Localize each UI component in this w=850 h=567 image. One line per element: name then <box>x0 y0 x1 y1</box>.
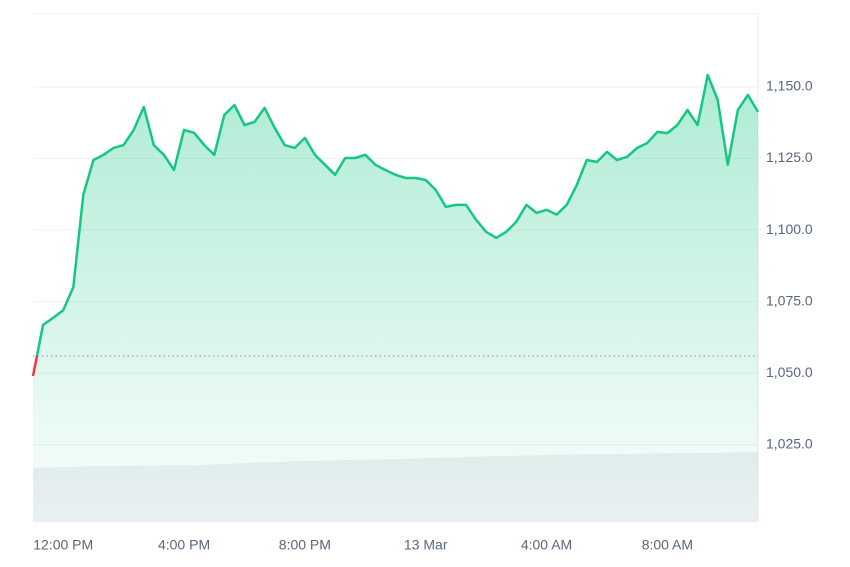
x-tick-label: 4:00 AM <box>521 537 572 553</box>
y-tick-label: 1,150.0 <box>766 78 813 94</box>
y-tick-label: 1,025.0 <box>766 435 813 451</box>
y-tick-label: 1,100.0 <box>766 221 813 237</box>
x-tick-label: 8:00 PM <box>279 537 331 553</box>
price-line <box>31 73 760 377</box>
x-tick-label: 12:00 PM <box>33 537 93 553</box>
x-tick-label: 8:00 AM <box>642 537 693 553</box>
x-tick-label: 4:00 PM <box>158 537 210 553</box>
y-tick-label: 1,075.0 <box>766 292 813 308</box>
x-tick-label: 13 Mar <box>404 537 448 553</box>
y-tick-label: 1,050.0 <box>766 364 813 380</box>
y-tick-label: 1,125.0 <box>766 149 813 165</box>
